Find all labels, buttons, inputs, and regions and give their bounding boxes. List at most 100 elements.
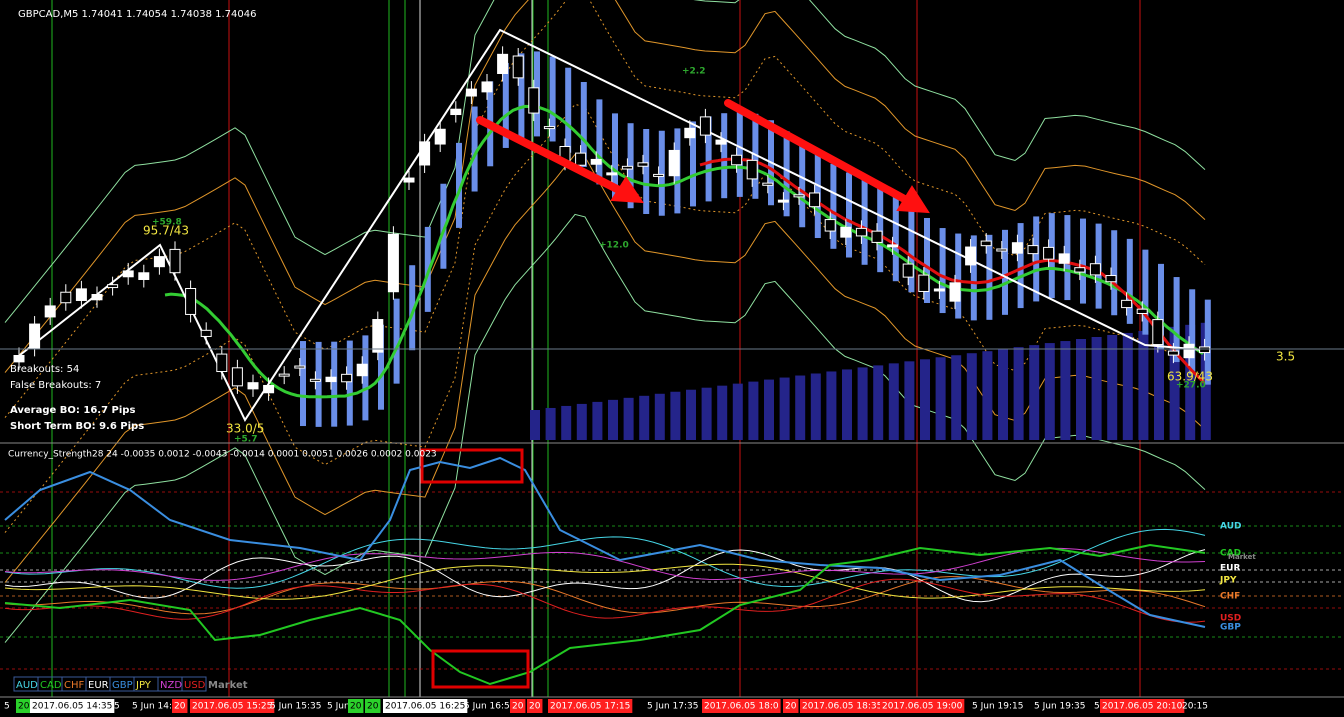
histogram-bar bbox=[1189, 289, 1196, 375]
histogram-bar bbox=[658, 130, 665, 216]
candle bbox=[450, 108, 462, 116]
volume-bar bbox=[1107, 334, 1118, 440]
histogram-bar bbox=[580, 81, 587, 167]
histogram-bar bbox=[1173, 277, 1180, 363]
volume-bar bbox=[1185, 324, 1196, 440]
histogram-bar bbox=[986, 234, 993, 320]
candle bbox=[1167, 350, 1179, 356]
time-highlight bbox=[800, 699, 885, 713]
candle bbox=[809, 192, 821, 208]
volume-bar bbox=[748, 381, 759, 440]
time-label: 5 bbox=[4, 702, 10, 712]
candle bbox=[75, 288, 87, 301]
volume-bar bbox=[920, 359, 930, 440]
histogram-bar bbox=[1204, 299, 1211, 385]
candle bbox=[1136, 308, 1148, 314]
time-label: 20 bbox=[367, 702, 379, 712]
volume-bar bbox=[717, 385, 728, 440]
candle bbox=[1027, 245, 1039, 255]
histogram-bar bbox=[783, 131, 790, 217]
currency-label: JPY bbox=[1219, 576, 1237, 586]
highlight-box bbox=[420, 448, 524, 484]
time-label: 2017.06.05 14:35 bbox=[32, 702, 112, 712]
band-line bbox=[4, 213, 1206, 643]
strength-line bbox=[4, 543, 1206, 686]
annotation: 33.0/5 bbox=[226, 422, 264, 436]
currency-label: GBP bbox=[1220, 623, 1241, 633]
time-label: 20:15 bbox=[1182, 702, 1208, 712]
candle bbox=[107, 284, 119, 289]
trend-arrows bbox=[476, 99, 930, 214]
candle bbox=[902, 263, 914, 278]
legend-item: GBP bbox=[112, 680, 133, 691]
legend: AUD CAD CHF EUR GBP JPY NZD USD Market bbox=[13, 676, 248, 692]
annotation: +27.0 bbox=[1176, 381, 1206, 391]
candle bbox=[278, 373, 290, 377]
volume-bar bbox=[842, 369, 852, 440]
time-highlight bbox=[880, 699, 965, 713]
volume-bar bbox=[779, 377, 790, 440]
time-highlight bbox=[548, 699, 633, 713]
histogram-bar bbox=[612, 113, 618, 199]
candle bbox=[731, 154, 743, 166]
legend-item: CAD bbox=[40, 680, 62, 691]
indicator-title: Currency_Strength28 24 -0.0035 0.0012 -0… bbox=[8, 450, 437, 460]
legend-item: JPY bbox=[135, 680, 152, 691]
histogram-bar bbox=[300, 341, 306, 427]
histogram-bar bbox=[1111, 230, 1118, 316]
candle bbox=[528, 87, 540, 114]
volume-bar bbox=[592, 401, 603, 440]
histogram-bar bbox=[471, 106, 478, 192]
candle bbox=[1058, 253, 1070, 264]
volume-bar bbox=[561, 405, 572, 440]
time-highlight bbox=[702, 699, 781, 713]
time-highlight bbox=[16, 699, 32, 713]
histogram-bar bbox=[1017, 223, 1024, 309]
band-line bbox=[4, 103, 1206, 533]
volume-bar bbox=[873, 365, 884, 440]
candle bbox=[294, 365, 306, 369]
histogram-bar bbox=[1033, 216, 1040, 302]
time-label: 2017.06.05 18:35 bbox=[802, 702, 882, 712]
candle bbox=[1089, 263, 1101, 276]
volume-bar bbox=[701, 387, 712, 440]
candle bbox=[621, 165, 633, 170]
candle bbox=[434, 128, 446, 145]
moving-average bbox=[164, 104, 1204, 399]
stat: Short Term BO: 9.6 Pips bbox=[10, 421, 144, 432]
strength-line bbox=[4, 528, 1206, 589]
candle bbox=[512, 55, 524, 79]
candle bbox=[1183, 343, 1195, 359]
volume-bar bbox=[1122, 332, 1133, 440]
time-highlight bbox=[1100, 699, 1185, 713]
time-highlight bbox=[190, 699, 275, 713]
chart-drawing bbox=[0, 0, 1344, 697]
histogram-bar bbox=[627, 123, 634, 209]
histogram-bar bbox=[315, 341, 322, 427]
time-label: 5 bbox=[1094, 702, 1100, 712]
volume-bar bbox=[888, 363, 899, 440]
candle bbox=[871, 230, 883, 243]
histogram-bar bbox=[1002, 229, 1008, 315]
candle bbox=[372, 319, 384, 353]
histogram-bar bbox=[1142, 249, 1149, 335]
band-line bbox=[4, 0, 1206, 418]
volume-bar bbox=[576, 403, 587, 440]
volume-bar bbox=[1029, 345, 1040, 440]
candle bbox=[1074, 267, 1086, 273]
histogram-bar bbox=[736, 111, 743, 197]
volume-bar bbox=[1169, 326, 1180, 440]
candle bbox=[746, 159, 758, 180]
candle bbox=[1121, 299, 1133, 309]
candle bbox=[1043, 246, 1055, 260]
time-label: 20 bbox=[512, 702, 524, 712]
volume-bar bbox=[1044, 343, 1055, 440]
time-label: 20 bbox=[174, 702, 186, 712]
time-label: 2017.06.05 18:0 bbox=[704, 702, 779, 712]
volume-bar bbox=[623, 397, 634, 440]
histogram-bar bbox=[705, 116, 712, 202]
candle bbox=[777, 199, 789, 203]
candle bbox=[497, 53, 509, 74]
annotation: +59.8 bbox=[152, 218, 182, 228]
histogram-bar bbox=[456, 142, 462, 228]
